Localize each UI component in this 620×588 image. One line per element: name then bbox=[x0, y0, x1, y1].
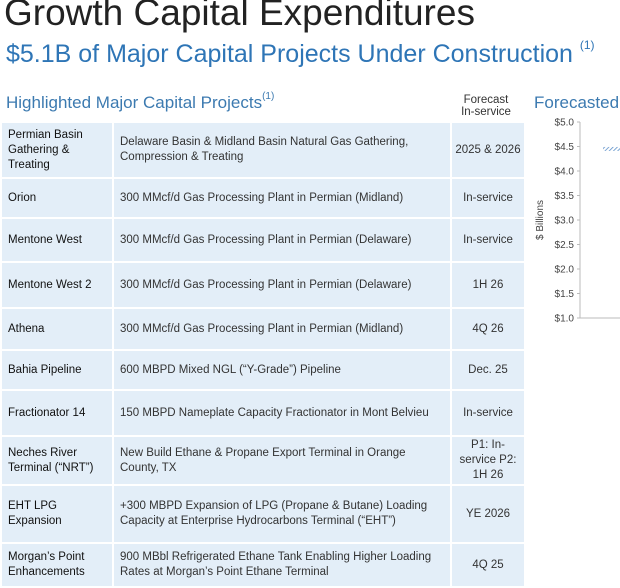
project-name: Mentone West bbox=[0, 217, 114, 263]
project-description: 900 MBbl Refrigerated Ethane Tank Enabli… bbox=[112, 542, 452, 588]
project-description: +300 MBPD Expansion of LPG (Propane & Bu… bbox=[112, 484, 452, 544]
page-title: Growth Capital Expenditures bbox=[4, 0, 475, 33]
project-name: Permian Basin Gathering & Treating bbox=[0, 121, 114, 179]
project-name: Athena bbox=[0, 307, 114, 351]
chart-title: Forecasted bbox=[534, 93, 620, 112]
table-row: Athena 300 MMcf/d Gas Processing Plant in… bbox=[0, 307, 526, 351]
project-description: 150 MBPD Nameplate Capacity Fractionator… bbox=[112, 389, 452, 437]
project-description: New Build Ethane & Propane Export Termin… bbox=[112, 435, 452, 486]
projects-table: Permian Basin Gathering & Treating Delawa… bbox=[0, 121, 526, 588]
project-name: Bahia Pipeline bbox=[0, 349, 114, 391]
project-name: Neches River Terminal (“NRT”) bbox=[0, 435, 114, 486]
bar bbox=[603, 146, 620, 151]
forecast-header-line: In-service bbox=[461, 106, 511, 118]
capex-chart: $5.0 $4.5 $4.0 $3.5 $3.0 $2.5 $2.0 $1.5 $1.0 $ Bi… bbox=[535, 118, 620, 325]
y-tick-label: $1.5 bbox=[555, 289, 575, 300]
project-name: Fractionator 14 bbox=[0, 389, 114, 437]
project-description: 300 MMcf/d Gas Processing Plant in Permi… bbox=[112, 307, 452, 351]
table-row: Mentone West 2 300 MMcf/d Gas Processing … bbox=[0, 261, 526, 309]
table-row: Mentone West 300 MMcf/d Gas Processing Pl… bbox=[0, 217, 526, 263]
table-row: Bahia Pipeline 600 MBPD Mixed NGL (“Y-Gra… bbox=[0, 349, 526, 391]
y-tick-label: $1.0 bbox=[555, 314, 575, 325]
table-row: Fractionator 14 150 MBPD Nameplate Capaci… bbox=[0, 389, 526, 437]
project-description: Delaware Basin & Midland Basin Natural G… bbox=[112, 121, 452, 179]
y-tick-label: $3.5 bbox=[555, 191, 575, 202]
table-row: Neches River Terminal (“NRT”) New Build E… bbox=[0, 435, 526, 486]
table-row: Orion 300 MMcf/d Gas Processing Plant in … bbox=[0, 177, 526, 219]
table-row: EHT LPG Expansion +300 MBPD Expansion of … bbox=[0, 484, 526, 544]
forecast-header-line: Forecast bbox=[463, 94, 509, 106]
table-row: Permian Basin Gathering & Treating Delawa… bbox=[0, 121, 526, 179]
forecast-in-service: 1H 26 bbox=[450, 261, 526, 309]
forecast-in-service: Dec. 25 bbox=[450, 349, 526, 391]
project-description: 300 MMcf/d Gas Processing Plant in Permi… bbox=[112, 177, 452, 219]
y-axis-label: $ Billions bbox=[535, 200, 546, 240]
forecast-in-service: In-service bbox=[450, 217, 526, 263]
project-description: 600 MBPD Mixed NGL (“Y-Grade”) Pipeline bbox=[112, 349, 452, 391]
project-name: Morgan’s Point Enhancements bbox=[0, 542, 114, 588]
forecast-in-service: P1: In-service P2: 1H 26 bbox=[450, 435, 526, 486]
project-name: Mentone West 2 bbox=[0, 261, 114, 309]
y-tick-label: $4.0 bbox=[555, 167, 575, 178]
y-tick-label: $3.0 bbox=[555, 216, 575, 227]
forecast-in-service: In-service bbox=[450, 177, 526, 219]
forecast-in-service: In-service bbox=[450, 389, 526, 437]
forecast-in-service: 4Q 26 bbox=[450, 307, 526, 351]
y-tick-label: $2.5 bbox=[555, 240, 575, 251]
footnote-marker: (1) bbox=[262, 91, 275, 102]
y-tick-label: $4.5 bbox=[555, 142, 575, 153]
forecast-in-service: 2025 & 2026 bbox=[450, 121, 526, 179]
project-description: 300 MMcf/d Gas Processing Plant in Permi… bbox=[112, 217, 452, 263]
forecast-in-service: YE 2026 bbox=[450, 484, 526, 544]
footnote-marker: (1) bbox=[579, 38, 595, 52]
project-name: Orion bbox=[0, 177, 114, 219]
forecast-column-header: Forecast In-service bbox=[447, 94, 525, 118]
y-tick-label: $5.0 bbox=[555, 118, 575, 129]
table-row: Morgan’s Point Enhancements 900 MBbl Refr… bbox=[0, 542, 526, 588]
project-name: EHT LPG Expansion bbox=[0, 484, 114, 544]
forecast-in-service: 4Q 25 bbox=[450, 542, 526, 588]
y-tick-label: $2.0 bbox=[555, 265, 575, 276]
section-title: Highlighted Major Capital Projects(1) bbox=[6, 91, 275, 112]
project-description: 300 MMcf/d Gas Processing Plant in Permi… bbox=[112, 261, 452, 309]
page-subtitle: $5.1B of Major Capital Projects Under Co… bbox=[6, 38, 595, 68]
